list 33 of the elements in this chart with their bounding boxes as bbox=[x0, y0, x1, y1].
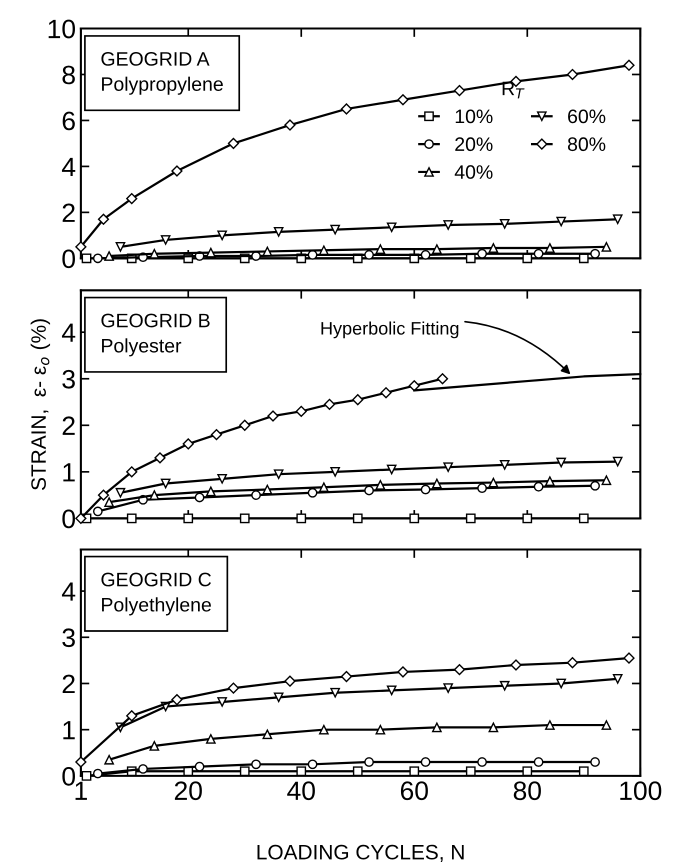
annotation: GEOGRID B Polyester bbox=[101, 314, 210, 356]
y-tick-label: 3 bbox=[62, 628, 75, 648]
x-tick-label: 100 bbox=[620, 781, 662, 800]
y-tick-label: 2 bbox=[62, 674, 75, 694]
legend-label: 80% bbox=[568, 137, 606, 152]
y-tick-label: 1 bbox=[63, 463, 75, 482]
annotation: Hyperbolic Fitting bbox=[321, 321, 458, 338]
y-tick-label: 4 bbox=[62, 582, 76, 601]
legend-label: 60% bbox=[568, 109, 606, 124]
legend-label: 40% bbox=[454, 165, 493, 179]
annotation: GEOGRID A Polypropylene bbox=[101, 52, 223, 95]
y-tick-label: 2 bbox=[62, 204, 75, 222]
y-tick-label: 2 bbox=[62, 416, 75, 435]
legend-label: 10% bbox=[456, 109, 493, 124]
x-tick-label: 60 bbox=[400, 781, 428, 800]
x-axis-title: LOADING CYCLES, N bbox=[258, 844, 464, 862]
y-tick-label: 0 bbox=[62, 249, 75, 268]
x-tick-label: 1 bbox=[76, 782, 87, 800]
y-tick-label: 6 bbox=[62, 112, 75, 130]
y-tick-label: 10 bbox=[48, 20, 75, 38]
y-tick-label: 4 bbox=[62, 324, 76, 342]
y-tick-label: 1 bbox=[63, 721, 75, 740]
y-axis-title: STRAIN, ε- ε$_{o}$ (%) bbox=[30, 319, 50, 490]
y-tick-label: 3 bbox=[62, 370, 75, 389]
x-tick-label: 40 bbox=[287, 781, 315, 800]
y-tick-label: 0 bbox=[62, 510, 75, 528]
x-tick-label: 80 bbox=[514, 781, 541, 800]
annotation: GEOGRID C Polyethylene bbox=[101, 572, 211, 616]
y-tick-label: 8 bbox=[62, 66, 75, 84]
y-tick-label: 4 bbox=[62, 158, 76, 176]
legend-label: 20% bbox=[455, 137, 493, 152]
y-tick-label: 0 bbox=[62, 767, 75, 786]
x-tick-label: 20 bbox=[174, 781, 202, 800]
